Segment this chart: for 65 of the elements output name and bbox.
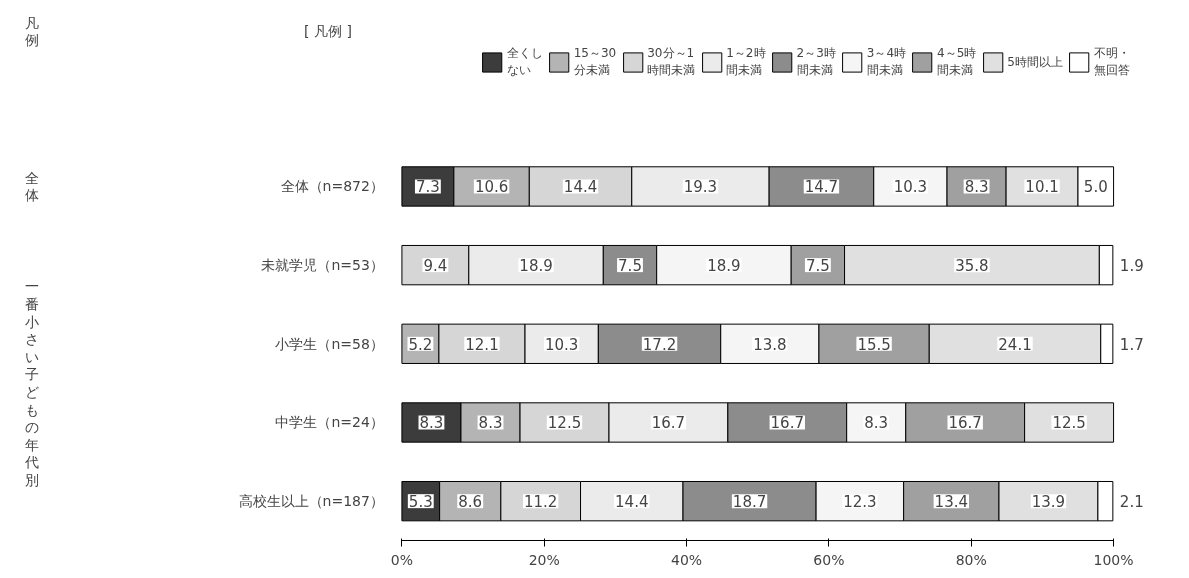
data-label: 5.2 xyxy=(408,335,433,354)
x-tick-label: 80% xyxy=(955,551,987,568)
data-label: 8.3 xyxy=(864,414,889,433)
y-tick-label: 未就学児（n=53） xyxy=(261,257,384,274)
data-label: 9.4 xyxy=(423,257,448,276)
data-label: 1.9 xyxy=(1119,257,1144,276)
data-label: 13.8 xyxy=(753,335,787,354)
data-label: 5.3 xyxy=(408,493,433,512)
data-label: 16.7 xyxy=(948,414,982,433)
legend-label: 不明・無回答 xyxy=(1094,45,1130,79)
data-label: 13.4 xyxy=(934,493,969,512)
data-label: 8.6 xyxy=(458,493,483,512)
text: 全体 xyxy=(24,169,39,204)
data-label: 1.7 xyxy=(1119,335,1144,354)
legend-label: 2～3時間未満 xyxy=(796,45,836,79)
data-label: 8.3 xyxy=(964,178,989,197)
data-label: 35.8 xyxy=(955,257,989,276)
legend-label: 4～5時間未満 xyxy=(937,45,977,79)
data-label: 10.3 xyxy=(544,335,579,354)
x-tick-label: 100% xyxy=(1093,551,1134,568)
text: 一番小さい子どもの年代別 xyxy=(24,278,39,488)
x-tick-label: 60% xyxy=(813,551,845,568)
legend-label: 1～2時間未満 xyxy=(726,45,766,79)
data-label: 18.9 xyxy=(707,257,741,276)
x-tick-label: 0% xyxy=(390,551,414,568)
legend-title: [ 凡例 ] xyxy=(304,23,352,40)
data-label: 10.1 xyxy=(1025,178,1059,197)
legend-label: 3～4時間未満 xyxy=(866,45,907,79)
data-label: 14.4 xyxy=(563,178,598,197)
y-tick-label: 小学生（n=58） xyxy=(275,335,384,352)
legend-label: 30分～1時間未満 xyxy=(647,45,696,79)
data-label: 12.5 xyxy=(547,414,582,433)
data-label: 2.1 xyxy=(1119,493,1144,512)
y-tick-label: 全体（n=872） xyxy=(280,178,384,195)
data-label: 18.7 xyxy=(732,493,767,512)
data-label: 24.1 xyxy=(998,335,1032,354)
x-tick-label: 40% xyxy=(671,551,703,568)
y-tick-label: 高校生以上（n=187） xyxy=(238,493,384,510)
data-label: 8.3 xyxy=(478,414,503,433)
data-label: 12.3 xyxy=(843,493,877,512)
x-tick-label: 20% xyxy=(528,551,560,568)
data-label: 14.7 xyxy=(804,178,839,197)
data-label: 16.7 xyxy=(770,414,804,433)
text: 凡例 xyxy=(24,14,39,49)
data-label: 10.6 xyxy=(474,178,509,197)
data-label: 12.1 xyxy=(465,335,499,354)
legend-label: 全くしない xyxy=(506,45,543,79)
data-label: 7.5 xyxy=(805,257,830,276)
legend-label: 5時間以上 xyxy=(1007,53,1063,71)
data-label: 16.7 xyxy=(651,414,686,433)
data-label: 5.0 xyxy=(1083,178,1108,197)
data-label: 14.4 xyxy=(615,493,649,512)
data-label: 7.5 xyxy=(618,257,642,276)
data-label: 18.9 xyxy=(519,257,553,276)
data-label: 8.3 xyxy=(419,414,444,433)
data-label: 7.3 xyxy=(415,178,440,197)
data-label: 19.3 xyxy=(683,178,718,197)
y-tick-label: 中学生（n=24） xyxy=(275,414,384,431)
data-label: 15.5 xyxy=(857,335,891,354)
data-label: 11.2 xyxy=(523,493,558,512)
data-label: 17.2 xyxy=(642,335,677,354)
data-label: 12.5 xyxy=(1052,414,1086,433)
data-label: 13.9 xyxy=(1031,493,1066,512)
data-label: 10.3 xyxy=(893,178,928,197)
legend-label: 15～30分未満 xyxy=(573,45,617,79)
